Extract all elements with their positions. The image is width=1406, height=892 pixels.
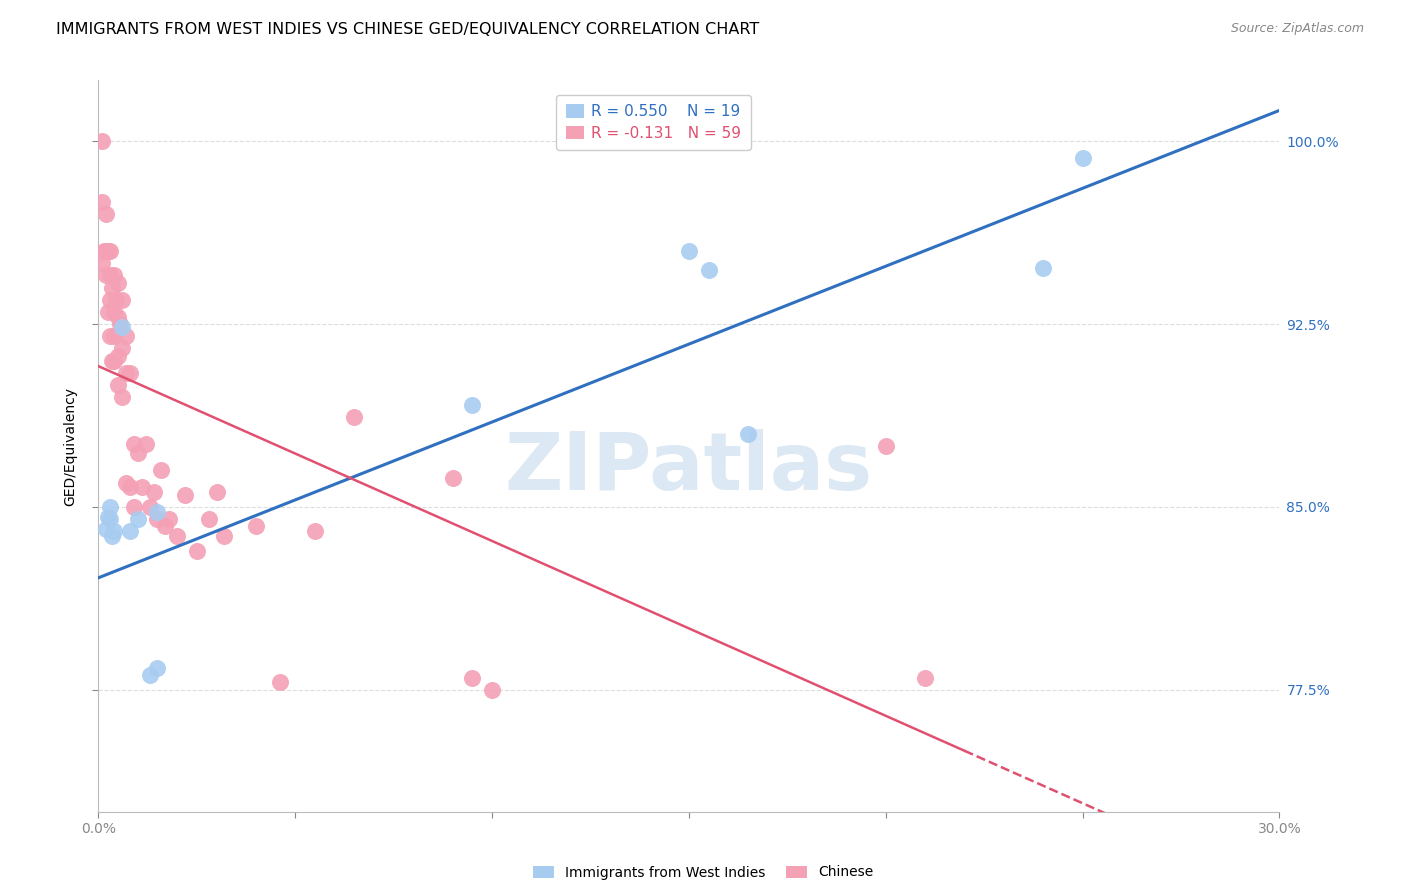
Point	[98, 500, 121, 514]
Point	[115, 475, 138, 490]
Point	[107, 378, 129, 392]
Point	[93, 244, 115, 258]
Point	[118, 524, 141, 539]
Point	[146, 512, 169, 526]
Point	[127, 446, 149, 460]
Point	[343, 409, 366, 424]
Point	[111, 293, 134, 307]
Point	[105, 293, 128, 307]
Point	[174, 488, 197, 502]
Point	[91, 256, 114, 270]
Point	[441, 471, 464, 485]
Text: ZIPatlas: ZIPatlas	[505, 429, 873, 507]
Point	[138, 500, 160, 514]
Point	[103, 305, 125, 319]
Point	[98, 329, 121, 343]
Point	[1071, 151, 1094, 165]
Point	[98, 244, 121, 258]
Point	[115, 366, 138, 380]
Point	[737, 426, 759, 441]
Point	[98, 512, 121, 526]
Text: Source: ZipAtlas.com: Source: ZipAtlas.com	[1230, 22, 1364, 36]
Point	[111, 342, 134, 356]
Point	[98, 293, 121, 307]
Point	[98, 268, 121, 283]
Point	[146, 661, 169, 675]
Point	[97, 509, 120, 524]
Point	[103, 268, 125, 283]
Point	[103, 329, 125, 343]
Point	[111, 319, 134, 334]
Point	[103, 353, 125, 368]
Point	[142, 485, 165, 500]
Point	[131, 480, 153, 494]
Point	[197, 512, 219, 526]
Point	[481, 682, 503, 697]
Point	[101, 353, 124, 368]
Point	[97, 244, 120, 258]
Point	[96, 522, 118, 536]
Point	[96, 268, 118, 283]
Point	[101, 280, 124, 294]
Point	[118, 366, 141, 380]
Point	[914, 671, 936, 685]
Point	[205, 485, 228, 500]
Point	[875, 439, 897, 453]
Point	[146, 505, 169, 519]
Point	[107, 276, 129, 290]
Point	[97, 305, 120, 319]
Point	[107, 310, 129, 324]
Point	[186, 544, 208, 558]
Point	[166, 529, 188, 543]
Point	[269, 675, 291, 690]
Text: IMMIGRANTS FROM WEST INDIES VS CHINESE GED/EQUIVALENCY CORRELATION CHART: IMMIGRANTS FROM WEST INDIES VS CHINESE G…	[56, 22, 759, 37]
Point	[122, 436, 145, 450]
Point	[107, 349, 129, 363]
Point	[138, 668, 160, 682]
Point	[1032, 260, 1054, 275]
Point	[122, 500, 145, 514]
Point	[127, 512, 149, 526]
Point	[91, 195, 114, 210]
Point	[697, 263, 720, 277]
Point	[155, 519, 177, 533]
Point	[108, 317, 131, 331]
Point	[461, 398, 484, 412]
Point	[96, 244, 118, 258]
Point	[157, 512, 180, 526]
Point	[115, 329, 138, 343]
Point	[304, 524, 326, 539]
Legend: Immigrants from West Indies, Chinese: Immigrants from West Indies, Chinese	[527, 860, 879, 885]
Y-axis label: GED/Equivalency: GED/Equivalency	[63, 386, 77, 506]
Point	[150, 463, 173, 477]
Point	[678, 244, 700, 258]
Point	[103, 524, 125, 539]
Point	[118, 480, 141, 494]
Point	[245, 519, 267, 533]
Point	[101, 529, 124, 543]
Legend: R = 0.550    N = 19, R = -0.131   N = 59: R = 0.550 N = 19, R = -0.131 N = 59	[557, 95, 751, 150]
Point	[214, 529, 236, 543]
Point	[135, 436, 157, 450]
Point	[91, 134, 114, 148]
Point	[461, 671, 484, 685]
Point	[111, 390, 134, 404]
Point	[96, 207, 118, 221]
